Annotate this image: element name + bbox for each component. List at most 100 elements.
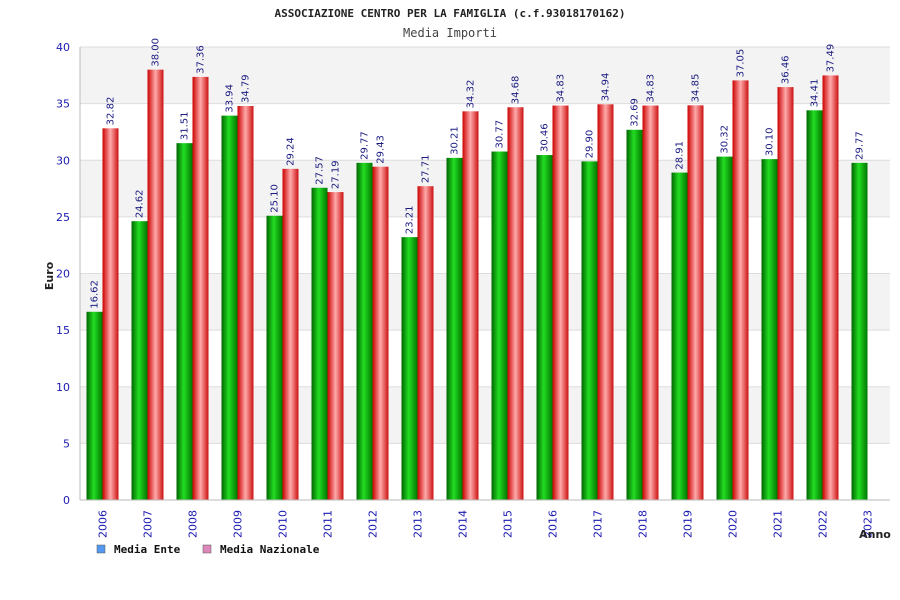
plot-band bbox=[80, 386, 890, 444]
data-label: 32.69 bbox=[630, 98, 641, 127]
bar-media-nazionale-2017 bbox=[597, 104, 614, 500]
bar-media-nazionale-2009 bbox=[237, 106, 254, 501]
plot-band bbox=[80, 443, 890, 500]
data-label: 34.32 bbox=[466, 80, 477, 109]
bar-media-nazionale-2007 bbox=[147, 69, 164, 501]
bar-media-nazionale-2010 bbox=[282, 168, 299, 500]
x-tick-label: 2012 bbox=[367, 510, 380, 538]
x-tick-label: 2013 bbox=[412, 510, 425, 538]
x-tick-label: 2008 bbox=[187, 510, 200, 538]
x-tick-label: 2009 bbox=[232, 510, 245, 538]
data-label: 31.51 bbox=[180, 112, 191, 141]
bar-media-ente-2016 bbox=[536, 155, 553, 500]
y-tick-label: 0 bbox=[63, 494, 70, 507]
x-tick-label: 2018 bbox=[637, 510, 650, 538]
data-label: 25.10 bbox=[270, 184, 281, 213]
legend-label-media-nazionale: Media Nazionale bbox=[220, 543, 320, 556]
data-label: 27.57 bbox=[315, 156, 326, 185]
x-axis-label: Anno bbox=[859, 528, 891, 541]
legend: Media Ente Media Nazionale bbox=[96, 543, 320, 556]
x-tick-label: 2016 bbox=[547, 510, 560, 538]
data-label: 30.10 bbox=[765, 127, 776, 156]
data-label: 28.91 bbox=[675, 141, 686, 170]
y-tick-label: 20 bbox=[56, 268, 70, 281]
data-label: 34.94 bbox=[601, 73, 612, 102]
bar-media-nazionale-2008 bbox=[192, 76, 209, 500]
bar-media-ente-2020 bbox=[716, 156, 733, 500]
bar-media-ente-2011 bbox=[311, 187, 328, 500]
y-tick-label: 30 bbox=[56, 154, 70, 167]
y-tick-label: 5 bbox=[63, 437, 70, 450]
bar-media-ente-2023 bbox=[851, 162, 868, 501]
data-label: 23.21 bbox=[405, 206, 416, 235]
data-label: 27.19 bbox=[331, 160, 342, 189]
y-tick-label: 40 bbox=[56, 41, 70, 54]
bar-media-ente-2019 bbox=[671, 172, 688, 501]
x-tick-label: 2006 bbox=[97, 510, 110, 538]
data-label: 30.46 bbox=[540, 123, 551, 152]
plot-band bbox=[80, 216, 890, 274]
y-ticks: 0 5 10 15 20 25 30 35 40 bbox=[56, 41, 70, 507]
x-tick-label: 2017 bbox=[592, 510, 605, 538]
bar-media-nazionale-2015 bbox=[507, 107, 524, 501]
plot-band bbox=[80, 160, 890, 217]
data-label: 32.82 bbox=[106, 97, 117, 126]
data-label: 37.49 bbox=[826, 44, 837, 73]
y-axis-label: Euro bbox=[43, 261, 56, 290]
data-label: 30.32 bbox=[720, 125, 731, 154]
data-label: 24.62 bbox=[135, 190, 146, 219]
bar-media-nazionale-2019 bbox=[687, 105, 704, 500]
x-tick-label: 2021 bbox=[772, 510, 785, 538]
data-label: 16.62 bbox=[90, 280, 101, 309]
y-tick-label: 35 bbox=[56, 98, 70, 111]
data-label: 38.00 bbox=[151, 38, 162, 67]
x-tick-label: 2011 bbox=[322, 510, 335, 538]
plot-band bbox=[80, 47, 890, 104]
plot-background bbox=[80, 47, 890, 500]
x-tick-label: 2007 bbox=[142, 510, 155, 538]
bar-media-nazionale-2022 bbox=[822, 75, 839, 500]
x-tick-label: 2014 bbox=[457, 510, 470, 538]
bar-media-ente-2008 bbox=[176, 143, 193, 501]
y-tick-label: 10 bbox=[56, 381, 70, 394]
plot-band bbox=[80, 273, 890, 331]
legend-swatch-media-ente bbox=[96, 544, 106, 554]
legend-swatch-media-nazionale bbox=[202, 544, 212, 554]
y-tick-label: 15 bbox=[56, 324, 70, 337]
data-label: 29.43 bbox=[376, 135, 387, 164]
data-label: 29.77 bbox=[360, 131, 371, 160]
data-label: 30.77 bbox=[495, 120, 506, 149]
x-tick-label: 2022 bbox=[817, 510, 830, 538]
data-label: 37.05 bbox=[736, 49, 747, 78]
bar-media-ente-2018 bbox=[626, 129, 643, 500]
bar-media-ente-2009 bbox=[221, 115, 238, 500]
data-label: 34.68 bbox=[511, 76, 522, 105]
chart-title: ASSOCIAZIONE CENTRO PER LA FAMIGLIA (c.f… bbox=[275, 7, 626, 20]
data-label: 29.90 bbox=[585, 130, 596, 159]
value-labels: 16.62 32.82 24.62 38.00 31.51 37.36 33.94 34.79… bbox=[90, 38, 866, 309]
data-label: 29.77 bbox=[855, 131, 866, 160]
y-tick-label: 25 bbox=[56, 211, 70, 224]
x-tick-label: 2019 bbox=[682, 510, 695, 538]
bar-media-ente-2012 bbox=[356, 162, 373, 501]
data-label: 34.83 bbox=[556, 74, 567, 103]
data-label: 34.83 bbox=[646, 74, 657, 103]
data-label: 34.85 bbox=[691, 74, 702, 103]
bar-media-ente-2010 bbox=[266, 215, 283, 500]
data-label: 33.94 bbox=[225, 84, 236, 113]
bar-media-nazionale-2011 bbox=[327, 192, 344, 501]
bar-media-nazionale-2016 bbox=[552, 105, 569, 501]
data-label: 34.79 bbox=[241, 74, 252, 103]
bar-media-nazionale-2014 bbox=[462, 111, 479, 501]
data-label: 36.46 bbox=[781, 55, 792, 84]
data-label: 37.36 bbox=[196, 45, 207, 74]
plot-band bbox=[80, 330, 890, 387]
x-tick-label: 2020 bbox=[727, 510, 740, 538]
bars-group bbox=[86, 69, 868, 501]
bar-media-ente-2017 bbox=[581, 161, 598, 500]
bar-media-nazionale-2006 bbox=[102, 128, 119, 500]
plot-band bbox=[80, 103, 890, 161]
bar-media-nazionale-2012 bbox=[372, 166, 389, 500]
bar-media-ente-2021 bbox=[761, 159, 778, 500]
